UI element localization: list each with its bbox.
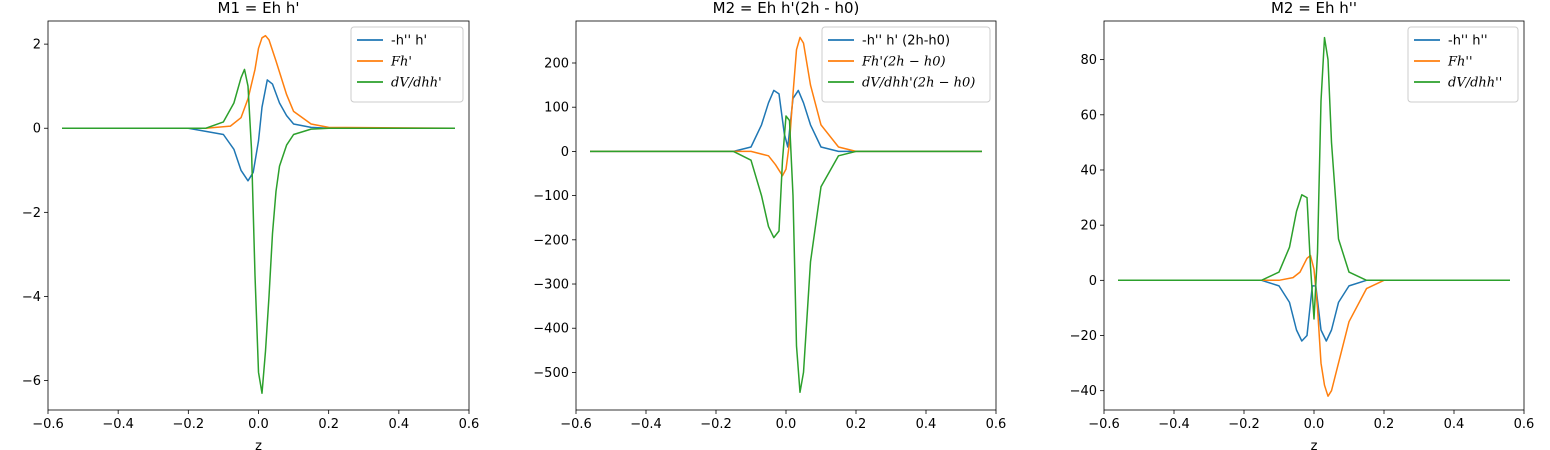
legend [350, 26, 464, 103]
x-tick-label: 0.6 [459, 417, 480, 432]
legend-entry: dV/dhh'' [1448, 76, 1502, 91]
series-line-2 [590, 115, 982, 394]
x-tick-label: −0.2 [700, 417, 732, 432]
y-tick-label: −20 [1070, 329, 1097, 344]
x-tick-label: −0.6 [32, 417, 64, 432]
x-tick-label: −0.4 [630, 417, 662, 432]
series-line-1 [62, 34, 456, 129]
x-tick-label: 0.2 [318, 417, 339, 432]
x-tick-label: 0.4 [916, 417, 937, 432]
x-tick-label: 0.4 [388, 417, 409, 432]
legend-entry: -h'' h' (2h-h0) [862, 34, 950, 49]
series-line-2 [1118, 36, 1510, 320]
legend-entry: Fh'' [1447, 55, 1473, 70]
x-tick-label: −0.4 [102, 417, 134, 432]
y-tick-label: −6 [22, 374, 41, 389]
y-tick-label: −40 [1070, 384, 1097, 399]
legend [821, 26, 991, 103]
legend [1407, 26, 1519, 103]
y-tick-label: 20 [1080, 219, 1097, 234]
y-tick-label: 200 [544, 56, 569, 71]
y-tick-label: 0 [561, 145, 569, 160]
x-tick-label: −0.6 [560, 417, 592, 432]
chart-title: M2 = Eh h'' [1271, 0, 1357, 17]
chart-title: M2 = Eh h'(2h - h0) [713, 0, 860, 17]
series-line-2 [62, 68, 455, 394]
y-tick-label: −200 [533, 233, 569, 248]
chart-title: M1 = Eh h' [218, 0, 300, 17]
x-axis-label: z [1311, 439, 1318, 450]
y-tick-label: −500 [533, 366, 569, 381]
series-line-1 [1118, 254, 1510, 397]
y-tick-label: −2 [22, 206, 41, 221]
x-tick-label: −0.6 [1088, 417, 1120, 432]
legend-entry: dV/dhh'(2h − h0) [862, 76, 975, 91]
x-tick-label: −0.2 [1228, 417, 1260, 432]
y-tick-label: 0 [1089, 274, 1097, 289]
subplot-m2-product: M2 = Eh h'(2h - h0) −0.6 −0.4 −0.2 0.0 0.2 0.4… [533, 0, 1006, 432]
subplot-m2-second: M2 = Eh h'' −0.6 −0.4 −0.2 0.0 0.2 0.4 0.6 −40 −2… [1070, 0, 1535, 450]
subplot-m1: M1 = Eh h' −0.6 −0.4 −0.2 0.0 0.2 0.4 0.6 −6 −4 −2… [22, 0, 480, 450]
legend-entry: Fh'(2h − h0) [861, 55, 946, 70]
legend-entry: Fh' [390, 55, 412, 70]
y-tick-label: 100 [544, 101, 569, 116]
series-line-0 [62, 79, 455, 182]
x-tick-label: 0.4 [1444, 417, 1465, 432]
x-tick-label: 0.2 [1374, 417, 1395, 432]
y-tick-label: 60 [1080, 108, 1097, 123]
series-line-1 [590, 36, 982, 177]
x-tick-label: −0.2 [173, 417, 205, 432]
x-tick-label: 0.0 [776, 417, 797, 432]
x-tick-label: 0.2 [846, 417, 867, 432]
legend-entry: -h'' h' [391, 34, 427, 49]
y-tick-label: −300 [533, 278, 569, 293]
x-axis-label: z [255, 439, 262, 450]
y-tick-label: 0 [33, 122, 41, 137]
y-tick-label: −4 [22, 290, 41, 305]
legend-entry: -h'' h'' [1448, 34, 1488, 49]
y-tick-label: −400 [533, 322, 569, 337]
series-line-0 [590, 89, 982, 153]
y-tick-label: 80 [1080, 53, 1097, 68]
x-tick-label: −0.4 [1158, 417, 1190, 432]
x-tick-label: 0.6 [986, 417, 1007, 432]
legend-entry: dV/dhh' [391, 76, 442, 91]
x-tick-label: 0.6 [1514, 417, 1535, 432]
x-tick-label: 0.0 [248, 417, 269, 432]
y-tick-label: −100 [533, 189, 569, 204]
y-tick-label: 40 [1080, 163, 1097, 178]
y-tick-label: 2 [33, 38, 41, 53]
series-line-0 [1118, 279, 1510, 342]
x-tick-label: 0.0 [1304, 417, 1325, 432]
